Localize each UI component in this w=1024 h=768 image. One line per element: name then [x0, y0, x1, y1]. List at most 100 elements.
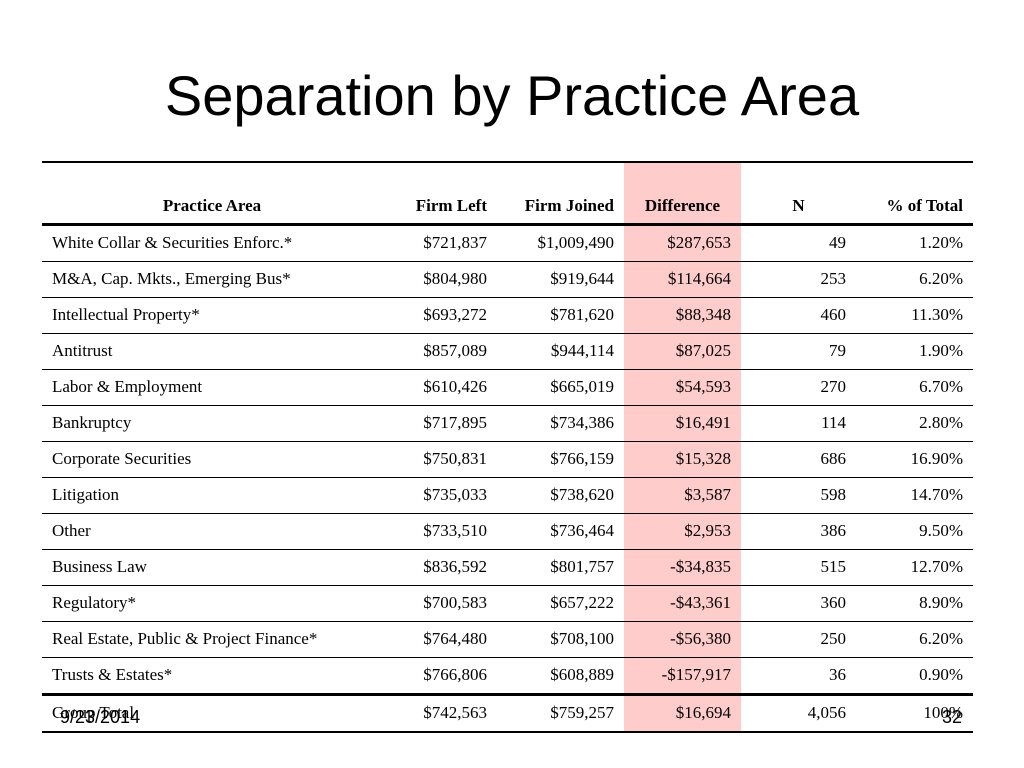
cell-firm-joined: $944,114: [497, 333, 624, 370]
table-header-row: Practice Area Firm Left Firm Joined Diff…: [42, 161, 973, 226]
cell-difference: $54,593: [624, 369, 741, 406]
cell-n: 253: [741, 261, 856, 298]
cell-firm-left: $735,033: [382, 477, 497, 514]
cell-difference: -$43,361: [624, 585, 741, 622]
cell-n: 250: [741, 621, 856, 658]
cell-difference: $15,328: [624, 441, 741, 478]
cell-practice-area: M&A, Cap. Mkts., Emerging Bus*: [42, 261, 382, 298]
cell-firm-left: $742,563: [382, 692, 497, 733]
cell-firm-left: $693,272: [382, 297, 497, 334]
header-n: N: [741, 161, 856, 226]
cell-firm-left: $721,837: [382, 224, 497, 262]
header-firm-left: Firm Left: [382, 161, 497, 226]
cell-percent-of-total: 1.20%: [856, 224, 973, 262]
cell-difference: $16,491: [624, 405, 741, 442]
table-row: Labor & Employment $610,426 $665,019 $54,59…: [42, 369, 973, 406]
cell-firm-left: $750,831: [382, 441, 497, 478]
cell-practice-area: Other: [42, 513, 382, 550]
cell-firm-left: $764,480: [382, 621, 497, 658]
cell-difference: $88,348: [624, 297, 741, 334]
cell-firm-joined: $801,757: [497, 549, 624, 586]
table-row: Regulatory* $700,583 $657,222 -$43,361 360 8.…: [42, 585, 973, 622]
cell-firm-joined: $759,257: [497, 692, 624, 733]
cell-firm-left: $700,583: [382, 585, 497, 622]
table-row: Antitrust $857,089 $944,114 $87,025 79 1.90%: [42, 333, 973, 370]
header-practice-area: Practice Area: [42, 161, 382, 226]
table-row: Intellectual Property* $693,272 $781,620 $8…: [42, 297, 973, 334]
cell-practice-area: Business Law: [42, 549, 382, 586]
cell-n: 686: [741, 441, 856, 478]
cell-firm-joined: $766,159: [497, 441, 624, 478]
table-row: Litigation $735,033 $738,620 $3,587 598 14.70…: [42, 477, 973, 514]
page-number: 32: [941, 707, 962, 727]
cell-difference: -$56,380: [624, 621, 741, 658]
cell-firm-joined: $665,019: [497, 369, 624, 406]
cell-difference: $2,953: [624, 513, 741, 550]
header-firm-joined: Firm Joined: [497, 161, 624, 226]
cell-percent-of-total: 2.80%: [856, 405, 973, 442]
cell-percent-of-total: 0.90%: [856, 657, 973, 695]
table-row: White Collar & Securities Enforc.* $721,8…: [42, 224, 973, 262]
cell-difference: -$34,835: [624, 549, 741, 586]
table-row: Business Law $836,592 $801,757 -$34,835 515 1…: [42, 549, 973, 586]
cell-percent-of-total: 11.30%: [856, 297, 973, 334]
cell-n: 36: [741, 657, 856, 695]
cell-firm-joined: $708,100: [497, 621, 624, 658]
cell-firm-left: $766,806: [382, 657, 497, 695]
table-row: Bankruptcy $717,895 $734,386 $16,491 114 2.80…: [42, 405, 973, 442]
cell-practice-area: Litigation: [42, 477, 382, 514]
cell-n: 386: [741, 513, 856, 550]
cell-practice-area: Group Total: [42, 692, 382, 733]
cell-n: 49: [741, 224, 856, 262]
table-row: Other $733,510 $736,464 $2,953 386 9.50%: [42, 513, 973, 550]
table-row: Real Estate, Public & Project Finance* $7…: [42, 621, 973, 658]
cell-firm-joined: $781,620: [497, 297, 624, 334]
cell-practice-area: White Collar & Securities Enforc.*: [42, 224, 382, 262]
cell-firm-left: $804,980: [382, 261, 497, 298]
cell-percent-of-total: 6.20%: [856, 621, 973, 658]
cell-n: 114: [741, 405, 856, 442]
cell-firm-joined: $657,222: [497, 585, 624, 622]
cell-percent-of-total: 1.90%: [856, 333, 973, 370]
cell-n: 4,056: [741, 692, 856, 733]
table-row: M&A, Cap. Mkts., Emerging Bus* $804,980 $9…: [42, 261, 973, 298]
cell-percent-of-total: 12.70%: [856, 549, 973, 586]
cell-firm-left: $857,089: [382, 333, 497, 370]
cell-firm-left: $733,510: [382, 513, 497, 550]
cell-percent-of-total: 14.70%: [856, 477, 973, 514]
cell-n: 360: [741, 585, 856, 622]
cell-difference: $87,025: [624, 333, 741, 370]
cell-firm-left: $610,426: [382, 369, 497, 406]
cell-difference: -$157,917: [624, 657, 741, 695]
cell-percent-of-total: 16.90%: [856, 441, 973, 478]
cell-practice-area: Bankruptcy: [42, 405, 382, 442]
cell-difference: $114,664: [624, 261, 741, 298]
cell-percent-of-total: 100%: [856, 692, 973, 733]
cell-n: 79: [741, 333, 856, 370]
table-body: White Collar & Securities Enforc.* $721,8…: [42, 224, 973, 733]
footer-date: 9/23/2014: [60, 707, 141, 727]
cell-firm-joined: $608,889: [497, 657, 624, 695]
cell-difference: $3,587: [624, 477, 741, 514]
cell-n: 270: [741, 369, 856, 406]
practice-area-table: Practice Area Firm Left Firm Joined Diff…: [42, 161, 973, 733]
cell-firm-joined: $738,620: [497, 477, 624, 514]
header-percent-of-total: % of Total: [856, 161, 973, 226]
cell-firm-joined: $734,386: [497, 405, 624, 442]
cell-practice-area: Labor & Employment: [42, 369, 382, 406]
table-total-row: Group Total $742,563 $759,257 $16,694 4,056 1…: [42, 692, 973, 733]
cell-firm-joined: $736,464: [497, 513, 624, 550]
slide-title: Separation by Practice Area: [164, 64, 860, 127]
cell-firm-left: $717,895: [382, 405, 497, 442]
cell-practice-area: Regulatory*: [42, 585, 382, 622]
cell-difference: $16,694: [624, 692, 741, 733]
cell-n: 515: [741, 549, 856, 586]
cell-percent-of-total: 9.50%: [856, 513, 973, 550]
table-row: Trusts & Estates* $766,806 $608,889 -$157,9…: [42, 657, 973, 695]
cell-firm-joined: $1,009,490: [497, 224, 624, 262]
cell-percent-of-total: 8.90%: [856, 585, 973, 622]
cell-practice-area: Corporate Securities: [42, 441, 382, 478]
cell-firm-joined: $919,644: [497, 261, 624, 298]
cell-percent-of-total: 6.20%: [856, 261, 973, 298]
cell-practice-area: Antitrust: [42, 333, 382, 370]
